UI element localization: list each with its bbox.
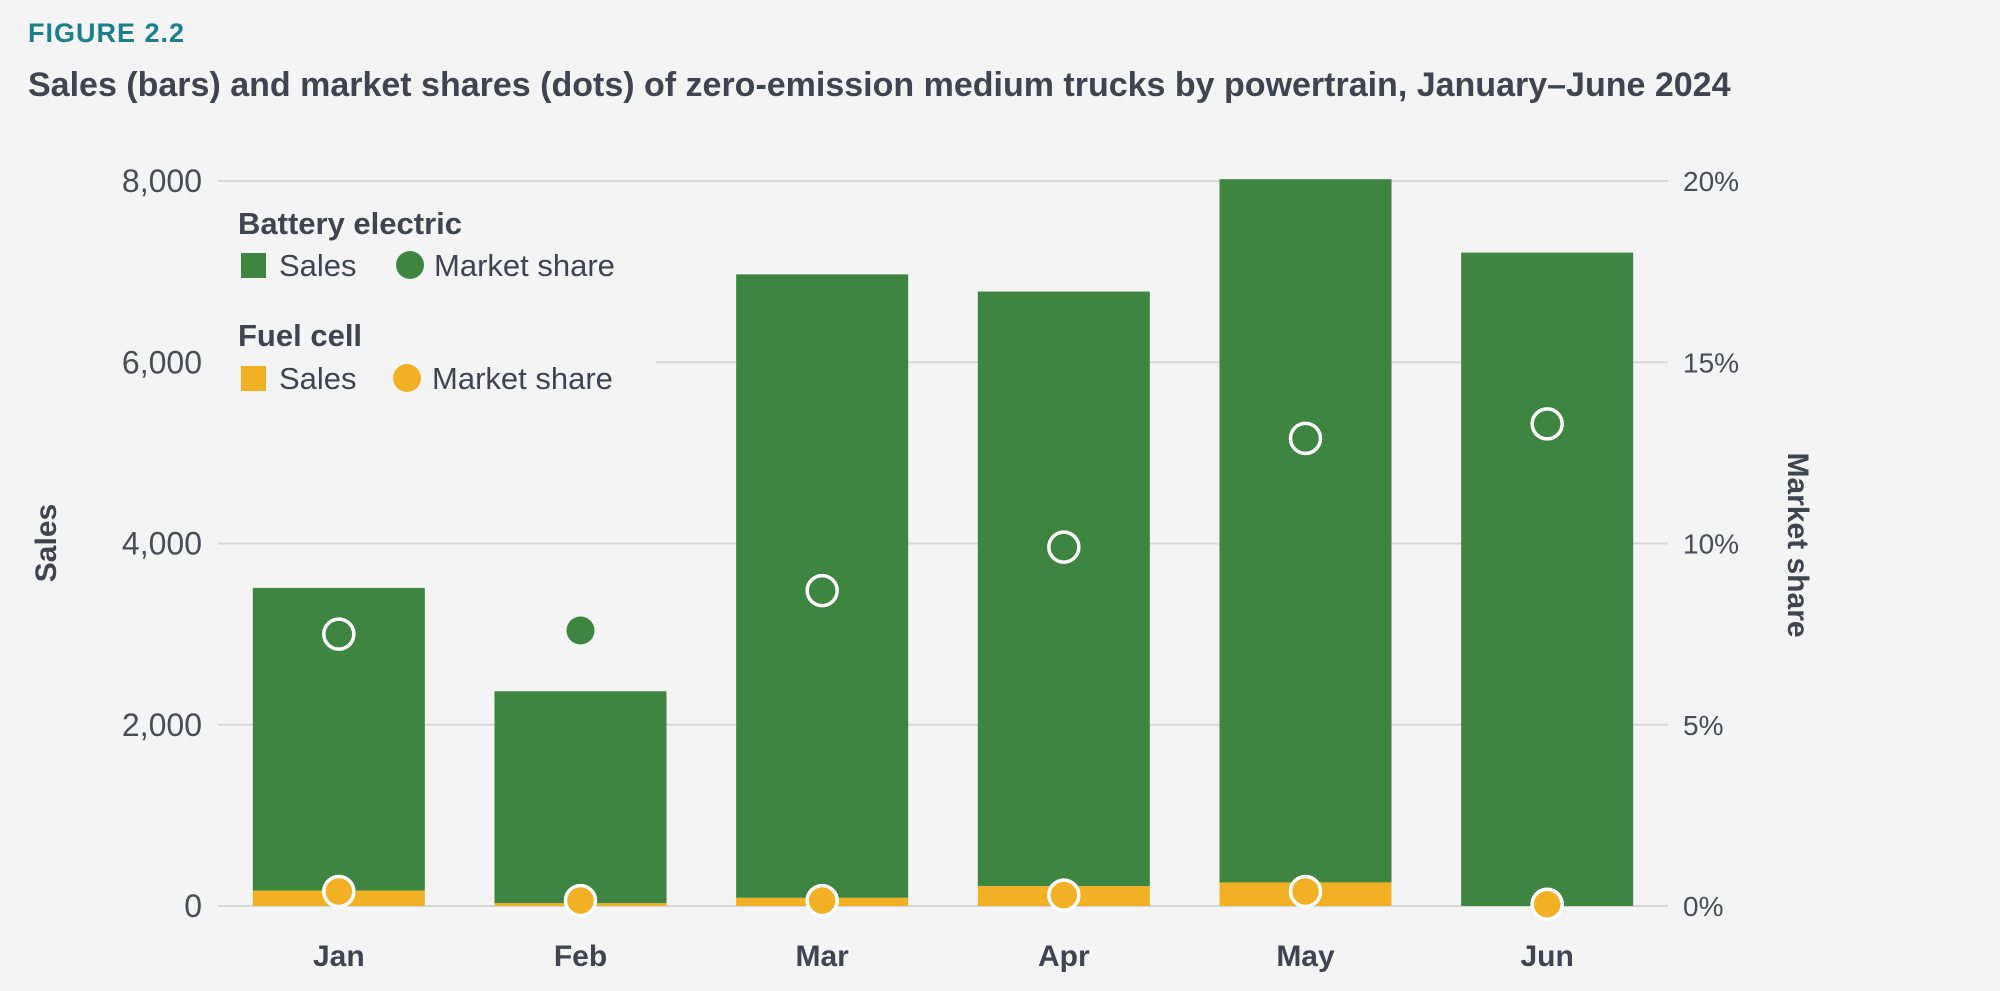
category-label: May <box>1276 940 1335 973</box>
fuel-cell-share-dot <box>322 874 356 909</box>
legend-fuel-share-label: Market share <box>432 361 613 396</box>
category-label: Apr <box>1038 940 1090 973</box>
category-labels: Jan Feb Mar Apr May Jun <box>313 940 1574 973</box>
legend-battery-share-label: Market share <box>434 248 615 283</box>
battery-sales-bar <box>1219 179 1392 883</box>
battery-share-dot <box>1530 407 1564 441</box>
y-tick-label: 8,000 <box>122 163 202 199</box>
bars <box>252 179 1634 906</box>
battery-share-dot <box>1288 421 1323 456</box>
battery-share-dot <box>805 573 839 608</box>
y2-tick-label: 20% <box>1683 166 1739 197</box>
y2-axis-title: Market share <box>1781 452 1814 637</box>
right-axis-ticks: 0% 5% 10% 15% 20% <box>1683 166 1739 922</box>
y-tick-label: 2,000 <box>122 707 202 743</box>
legend-battery-sales-label: Sales <box>279 248 357 283</box>
legend-fuel-title: Fuel cell <box>238 318 362 353</box>
figure-label: FIGURE 2.2 <box>28 18 186 48</box>
legend-fuel-sales-swatch <box>241 366 266 391</box>
battery-share-dot <box>566 616 595 645</box>
legend-background <box>218 192 656 388</box>
y-tick-label: 6,000 <box>122 344 202 380</box>
battery-share-dot <box>322 617 356 651</box>
fuel-cell-share-dot <box>1530 887 1564 921</box>
legend-fuel-sales-label: Sales <box>279 361 357 396</box>
y2-tick-label: 10% <box>1683 529 1739 560</box>
battery-sales-bar <box>977 291 1150 887</box>
y-tick-label: 4,000 <box>122 526 202 562</box>
category-label: Jan <box>313 940 365 973</box>
y2-tick-label: 15% <box>1683 347 1739 378</box>
y-axis-title: Sales <box>30 504 63 582</box>
fuel-cell-share-dot <box>1288 874 1323 909</box>
chart-title: Sales (bars) and market shares (dots) of… <box>28 66 1731 104</box>
category-label: Jun <box>1520 940 1573 973</box>
y-tick-label: 0 <box>184 888 202 924</box>
fuel-cell-share-dot <box>563 883 598 918</box>
legend: Battery electric Sales Market share Fuel… <box>218 192 656 396</box>
legend-battery-title: Battery electric <box>238 206 462 241</box>
left-axis-ticks: 0 2,000 4,000 6,000 8,000 <box>122 163 202 924</box>
fuel-cell-share-dot <box>1047 878 1081 912</box>
legend-fuel-share-dot <box>393 364 421 392</box>
fuel-cell-share-dot <box>805 883 839 918</box>
battery-share-dot <box>1047 530 1081 564</box>
battery-sales-bar <box>494 691 667 904</box>
y2-tick-label: 5% <box>1683 710 1723 741</box>
category-label: Feb <box>554 940 607 973</box>
market-share-dots <box>322 407 1564 921</box>
legend-battery-sales-swatch <box>241 253 266 278</box>
battery-sales-bar <box>1461 252 1634 906</box>
legend-battery-share-dot <box>396 251 424 279</box>
category-label: Mar <box>795 940 849 973</box>
y2-tick-label: 0% <box>1683 891 1723 922</box>
